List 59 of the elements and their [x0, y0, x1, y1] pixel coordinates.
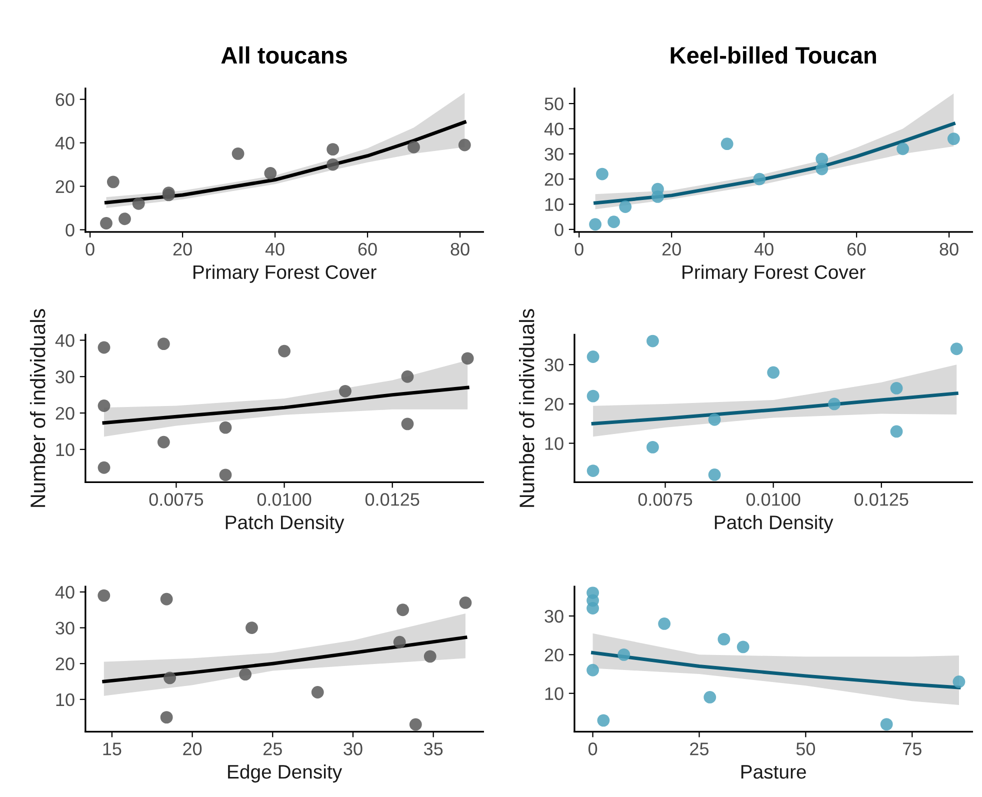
x-tick-label: 40	[265, 242, 284, 256]
x-tick-label: 80	[940, 242, 958, 256]
y-tick-label: 40	[55, 136, 74, 150]
y-tick-label: 20	[544, 398, 564, 411]
x-tick-label: 0	[86, 242, 94, 256]
x-axis-title: Patch Density	[714, 514, 834, 534]
y-tick-label: 20	[56, 180, 74, 193]
x-tick-label: 0.0100	[257, 493, 312, 506]
x-tick-label: 25	[690, 742, 709, 756]
y-tick-label: 40	[55, 586, 74, 599]
y-tick-label: 0	[66, 224, 74, 236]
y-tick-label: 40	[544, 122, 564, 136]
x-tick-label: 0.0125	[854, 493, 908, 506]
y-tick-label: 20	[544, 173, 564, 186]
y-tick-label: 60	[56, 93, 74, 106]
x-tick-label: 60	[847, 242, 866, 256]
y-tick-label: 40	[55, 334, 74, 347]
x-axis-title: Patch Density	[226, 514, 344, 534]
y-tick-label: 10	[56, 693, 74, 706]
x-tick-label: 20	[662, 242, 681, 256]
y-axis-title: Number of individuals	[518, 309, 534, 507]
chart-title: Keel-billed Toucan	[670, 46, 876, 64]
x-tick-label: 0	[588, 742, 598, 756]
x-axis-title: Edge Density	[228, 764, 342, 783]
y-tick-label: 20	[56, 406, 74, 420]
y-tick-label: 30	[544, 148, 564, 161]
y-tick-label: 10	[545, 687, 564, 700]
x-tick-label: 0.0125	[365, 493, 420, 506]
x-tick-label: 50	[796, 742, 816, 756]
x-tick-label: 80	[450, 242, 470, 256]
y-tick-label: 50	[544, 98, 564, 110]
y-axis-title: Number of individuals	[30, 309, 46, 507]
x-tick-label: 20	[183, 742, 202, 756]
chart-title: All toucans	[221, 46, 347, 64]
x-axis-title: Pasture	[741, 765, 806, 779]
y-tick-label: 10	[545, 437, 564, 450]
x-tick-label: 15	[103, 742, 122, 756]
y-tick-label: 20	[544, 648, 564, 662]
x-tick-label: 0.0075	[638, 493, 692, 506]
x-tick-label: 30	[344, 742, 362, 756]
x-tick-label: 0.0100	[746, 493, 800, 506]
y-tick-label: 30	[56, 622, 74, 634]
x-tick-label: 40	[754, 242, 774, 256]
x-axis-title: Primary Forest Cover	[194, 264, 376, 283]
y-tick-label: 30	[56, 370, 74, 384]
x-tick-label: 75	[903, 742, 922, 756]
y-tick-label: 20	[56, 658, 74, 670]
x-tick-label: 60	[358, 242, 377, 256]
y-tick-label: 30	[544, 358, 564, 372]
y-tick-label: 10	[56, 443, 74, 456]
x-axis-title: Primary Forest Cover	[682, 264, 866, 283]
x-tick-label: 25	[264, 742, 282, 756]
x-tick-label: 35	[424, 742, 443, 756]
y-tick-label: 30	[544, 610, 564, 623]
x-tick-label: 0	[574, 242, 584, 256]
y-tick-label: 10	[545, 198, 564, 211]
x-tick-label: 20	[173, 242, 192, 256]
x-tick-label: 0.0075	[149, 493, 204, 506]
y-tick-label: 0	[554, 223, 564, 236]
